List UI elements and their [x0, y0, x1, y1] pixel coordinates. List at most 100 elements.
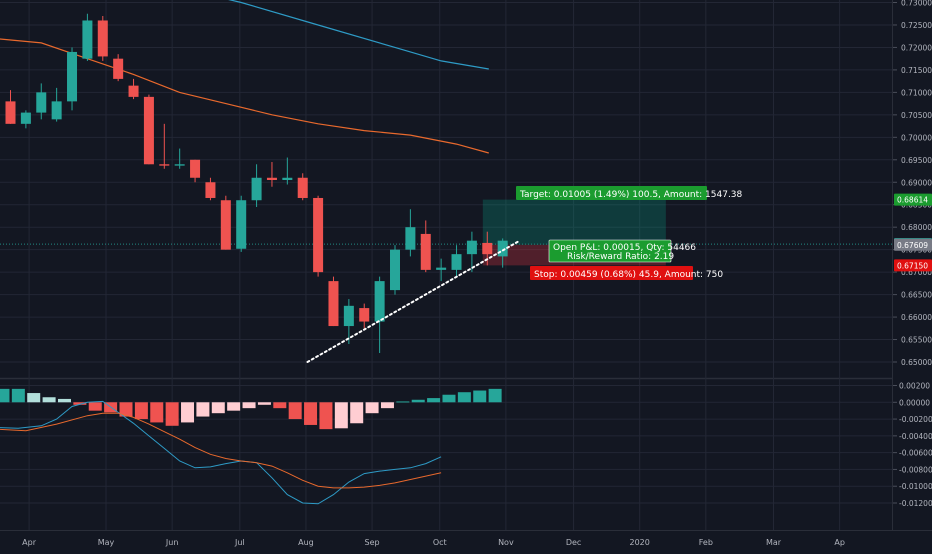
y-tick-label: 0.68000: [901, 223, 932, 232]
candle: [328, 276, 339, 327]
pnl-label: Open P&L: 0.00015, Qty: 54466 Risk/Rewar…: [548, 239, 696, 263]
candle: [143, 94, 154, 165]
y-tick-label: 0.71000: [901, 88, 932, 97]
candle: [436, 258, 447, 282]
macd-bar: [242, 402, 256, 409]
candle-body: [51, 101, 62, 120]
price-tag: 0.67609: [894, 238, 932, 251]
grid: [0, 0, 932, 531]
macd-y-tick-label: -0.01000: [899, 482, 932, 491]
macd-y-tick-label: -0.00600: [899, 449, 932, 458]
candle-body: [205, 182, 216, 198]
y-tick-label: 0.70000: [901, 133, 932, 142]
candle-body: [343, 305, 354, 327]
x-tick-label: Mar: [766, 538, 782, 547]
candle: [251, 164, 262, 207]
candle: [174, 148, 185, 169]
price-tag-bg: [894, 193, 932, 206]
y-tick-label: 0.65000: [901, 358, 932, 367]
candle-body: [436, 267, 447, 270]
candle-body: [359, 308, 370, 322]
x-tick-label: Feb: [699, 538, 713, 547]
macd-bar: [288, 402, 302, 420]
y-tick-label: 0.67000: [901, 268, 932, 277]
y-tick-label: 0.72000: [901, 43, 932, 52]
macd-bar: [411, 399, 425, 403]
candle-body: [36, 92, 47, 113]
x-tick-label: Dec: [566, 538, 581, 547]
candle: [67, 47, 78, 111]
macd-bar: [365, 402, 379, 414]
price-tag-bg: [894, 238, 932, 251]
price-tag-text: 0.67609: [897, 241, 928, 250]
candle-body: [451, 254, 462, 270]
candle-body: [20, 112, 31, 124]
trendline[interactable]: [306, 239, 521, 363]
macd-y-tick-label: -0.01200: [899, 499, 932, 508]
candle: [359, 303, 370, 329]
candle-body: [159, 164, 170, 166]
macd-bar: [196, 402, 210, 417]
macd-bar: [473, 390, 487, 403]
macd-bar: [380, 402, 394, 409]
macd-bar: [257, 402, 271, 405]
candle-body: [82, 20, 93, 59]
candle: [128, 78, 139, 100]
candle: [282, 157, 293, 185]
stop-label-text: Stop: 0.00459 (0.68%) 45.9, Amount: 750: [534, 270, 723, 280]
price-tag-text: 0.67150: [897, 261, 928, 270]
macd-bar: [457, 392, 471, 403]
risk-reward-text: Risk/Reward Ratio: 2.19: [567, 252, 674, 262]
macd-bar: [442, 394, 456, 403]
candle: [236, 195, 247, 252]
macd-bar: [57, 398, 71, 403]
candle: [190, 159, 201, 183]
macd-bar: [227, 402, 241, 411]
candle-body: [313, 197, 324, 273]
candle: [420, 220, 431, 273]
candle-body: [374, 281, 385, 322]
candle-body: [266, 177, 277, 181]
macd-bar: [0, 388, 10, 403]
target-label: Target: 0.01005 (1.49%) 100.5, Amount: 1…: [516, 186, 743, 200]
candle-body: [190, 159, 201, 178]
price-tag-bg: [894, 259, 932, 272]
macd-bar: [319, 402, 333, 430]
x-tick-label: May: [98, 538, 115, 547]
macd-bar: [73, 402, 87, 405]
y-tick-label: 0.65500: [901, 336, 932, 345]
candle: [390, 245, 400, 295]
macd-bar: [134, 402, 148, 420]
macd-y-tick-label: -0.00400: [899, 432, 932, 441]
candle: [313, 195, 324, 277]
candle: [405, 209, 416, 257]
candles: [5, 13, 508, 354]
macd-y-tick-label: 0.00000: [899, 398, 930, 407]
y-tick-label: 0.66500: [901, 291, 932, 300]
axes[interactable]: Apr May Jun Jul Aug Sep Oct Nov Dec 2020 Feb Mar Ap 0…: [22, 0, 932, 547]
moving-average-slow: [228, 0, 489, 70]
candle-body: [97, 20, 108, 57]
candle-body: [128, 85, 139, 97]
macd-bar: [396, 401, 410, 403]
macd-bar: [181, 402, 195, 423]
candle-body: [251, 177, 262, 201]
signal-line: [0, 412, 442, 489]
candle: [451, 245, 462, 277]
y-tick-label: 0.69000: [901, 178, 932, 187]
x-tick-label: 2020: [630, 538, 650, 547]
candle: [466, 231, 477, 273]
x-tick-label: Jun: [165, 538, 179, 547]
candle-body: [405, 227, 416, 250]
x-tick-label: Apr: [22, 538, 37, 547]
candle: [36, 83, 47, 120]
macd-bar: [334, 402, 348, 429]
x-tick-label: Jul: [234, 538, 245, 547]
candle: [97, 15, 108, 61]
macd-bar: [304, 402, 318, 425]
x-tick-label: Nov: [498, 538, 514, 547]
candle-body: [297, 177, 308, 198]
candle: [159, 123, 170, 169]
